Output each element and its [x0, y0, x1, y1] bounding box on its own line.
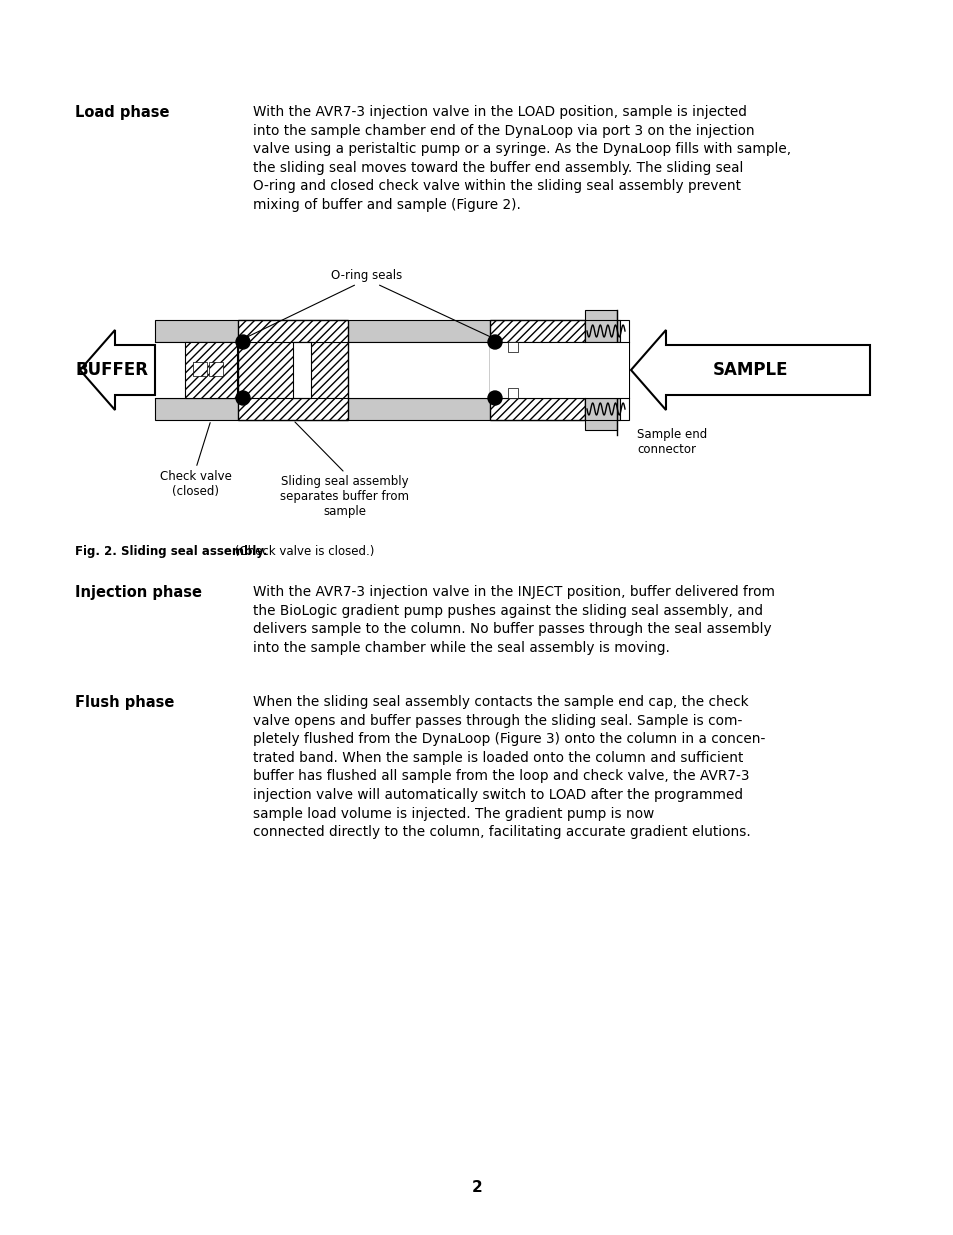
Circle shape: [235, 391, 250, 405]
Bar: [209, 362, 223, 375]
Bar: [584, 320, 628, 420]
Text: BUFFER: BUFFER: [76, 361, 149, 379]
FancyArrow shape: [630, 330, 869, 410]
Text: Fig. 2. Sliding seal assembly.: Fig. 2. Sliding seal assembly.: [75, 545, 267, 558]
Text: Flush phase: Flush phase: [75, 695, 174, 710]
Bar: [185, 342, 236, 398]
Text: Injection phase: Injection phase: [75, 585, 202, 600]
Text: SAMPLE: SAMPLE: [712, 361, 787, 379]
Text: Load phase: Load phase: [75, 105, 170, 120]
Bar: [154, 398, 619, 420]
Bar: [154, 342, 619, 398]
Bar: [490, 342, 584, 398]
Bar: [154, 320, 619, 342]
Text: Check valve
(closed): Check valve (closed): [160, 471, 232, 498]
Circle shape: [488, 391, 501, 405]
Bar: [507, 388, 517, 398]
Bar: [584, 310, 617, 347]
Text: 2: 2: [471, 1179, 482, 1195]
Circle shape: [488, 335, 501, 350]
FancyArrow shape: [80, 330, 154, 410]
Text: Sliding seal assembly
separates buffer from
sample: Sliding seal assembly separates buffer f…: [280, 475, 409, 517]
Text: O-ring seals: O-ring seals: [331, 269, 402, 282]
Text: With the AVR7-3 injection valve in the LOAD position, sample is injected
into th: With the AVR7-3 injection valve in the L…: [253, 105, 790, 212]
Bar: [193, 362, 207, 375]
Bar: [237, 320, 348, 420]
Bar: [490, 320, 584, 420]
Bar: [507, 342, 517, 352]
Bar: [584, 393, 617, 430]
Text: With the AVR7-3 injection valve in the INJECT position, buffer delivered from
th: With the AVR7-3 injection valve in the I…: [253, 585, 774, 655]
Text: (Check valve is closed.): (Check valve is closed.): [231, 545, 374, 558]
Text: When the sliding seal assembly contacts the sample end cap, the check
valve open: When the sliding seal assembly contacts …: [253, 695, 764, 840]
Circle shape: [235, 335, 250, 350]
Bar: [293, 342, 311, 398]
Text: Sample end
connector: Sample end connector: [637, 429, 706, 456]
Bar: [584, 342, 628, 398]
